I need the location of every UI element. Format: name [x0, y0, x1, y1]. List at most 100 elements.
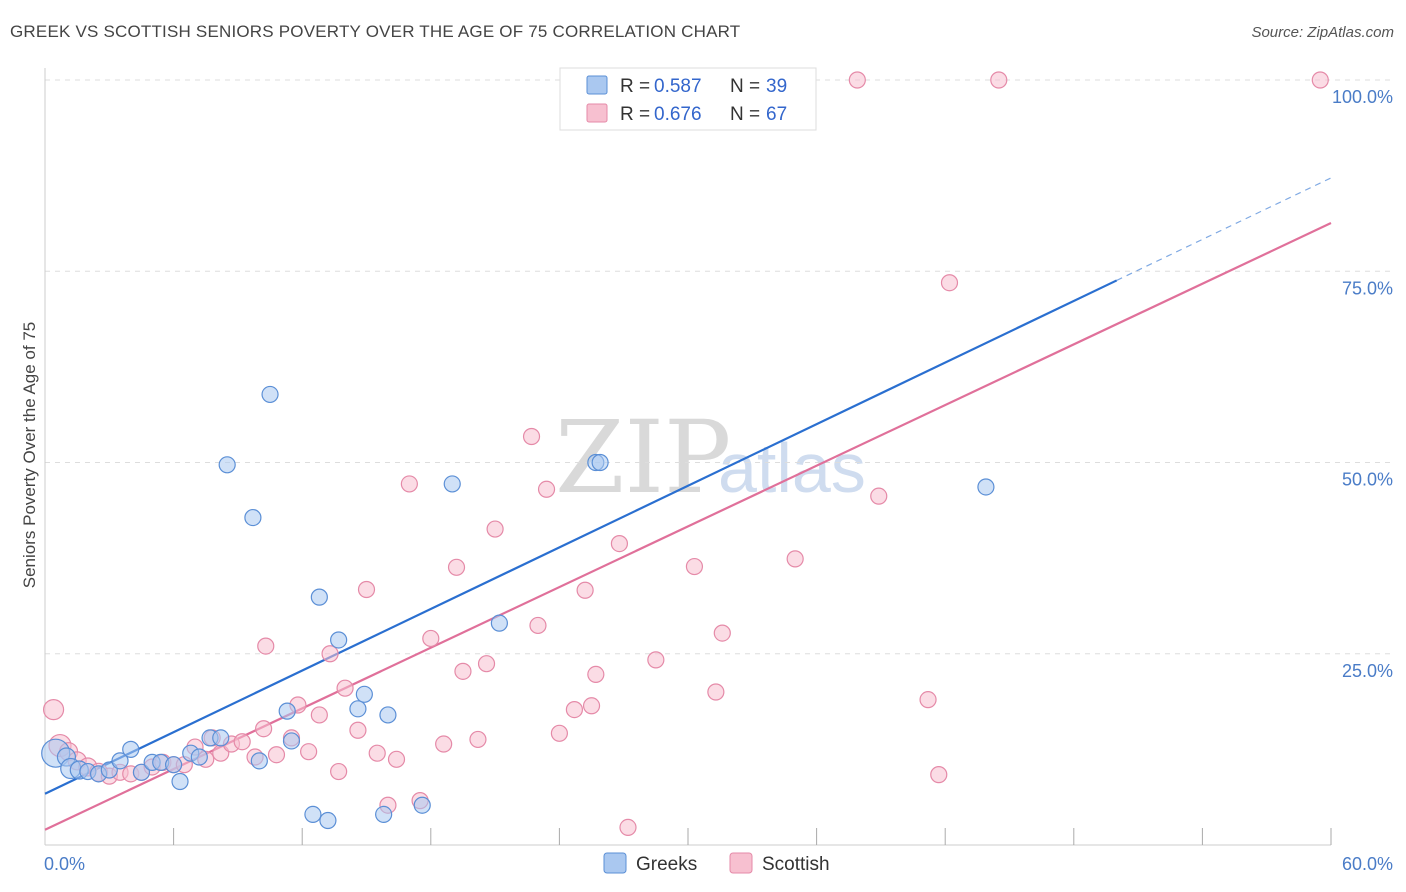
greeks-point-32: [413, 796, 431, 814]
legend-swatch-scottish: [586, 103, 608, 123]
chart-title: GREEK VS SCOTTISH SENIORS POVERTY OVER T…: [10, 22, 741, 41]
scottish-point-48: [550, 724, 569, 742]
scottish-point-52: [587, 665, 605, 684]
scottish-point-28: [321, 645, 339, 663]
scottish-point-63: [919, 691, 937, 709]
greeks-point-28: [349, 700, 367, 718]
scottish-point-39: [435, 735, 453, 753]
chart-source: Source: ZipAtlas.com: [1251, 24, 1394, 41]
greeks-point-22: [278, 702, 296, 720]
scottish-point-66: [990, 71, 1008, 89]
scottish-point-21: [255, 720, 273, 738]
legend-scottish-n-label: N =: [730, 104, 760, 125]
greeks-point-15: [190, 748, 208, 766]
scottish-point-65: [940, 274, 959, 292]
legend-scottish-r-value: 0.676: [654, 104, 702, 125]
scottish-point-40: [447, 558, 466, 576]
greeks-point-8: [122, 740, 140, 758]
legend-scottish-r-label: R =: [620, 104, 650, 125]
bottom-legend-greeks: Greeks: [636, 854, 697, 875]
legend-greeks-r-label: R =: [620, 76, 650, 97]
scottish-point-42: [469, 730, 487, 749]
watermark-zip: ZIP: [555, 399, 731, 516]
scottish-point-53: [610, 534, 629, 553]
greeks-point-33: [443, 475, 461, 493]
scottish-point-32: [357, 580, 376, 599]
scottish-point-27: [310, 706, 328, 724]
legend-greeks-n-label: N =: [730, 76, 760, 97]
legend-greeks-r-value: 0.587: [654, 76, 702, 97]
greeks-point-12: [165, 756, 183, 774]
scottish-point-49: [565, 700, 584, 719]
x-tick-label-max: 60.0%: [1342, 854, 1393, 874]
scottish-point-54: [619, 818, 637, 837]
greeks-point-7: [111, 752, 129, 770]
scottish-point-57: [707, 683, 725, 701]
scottish-point-29: [330, 762, 348, 781]
scottish-point-67: [1311, 71, 1329, 89]
scottish-point-43: [477, 655, 496, 673]
greeks-point-20: [250, 752, 268, 770]
legend-greeks-n-value: 39: [766, 76, 787, 97]
scottish-point-45: [522, 427, 541, 446]
scottish-point-55: [647, 651, 665, 669]
greeks-point-25: [310, 588, 328, 606]
scottish-point-33: [368, 744, 386, 762]
greeks-point-26: [319, 811, 337, 830]
y-tick-label-75: 75.0%: [1342, 278, 1393, 298]
scottish-point-62: [870, 487, 888, 505]
scottish-point-26: [300, 743, 318, 761]
bottom-legend-swatch-greeks: [603, 852, 627, 874]
scottish-point-60: [786, 550, 804, 568]
greeks-point-23: [282, 732, 301, 750]
scottish-point-30: [336, 679, 354, 697]
scottish-point-51: [582, 697, 601, 715]
greeks-point-30: [375, 805, 393, 824]
scottish-point-36: [400, 475, 418, 493]
scottish-point-64: [930, 766, 948, 784]
y-tick-label-100: 100.0%: [1332, 87, 1393, 107]
greeks-point-27: [330, 631, 348, 649]
scottish-point-56: [685, 557, 704, 576]
y-axis-label: Seniors Poverty Over the Age of 75: [20, 322, 39, 588]
scottish-point-0: [42, 698, 65, 721]
greeks-points: [41, 71, 995, 830]
x-tick-labels: 0.0% 60.0%: [44, 854, 1393, 874]
greeks-trend-line-extension: [1116, 177, 1332, 281]
greeks-point-24: [304, 805, 322, 824]
greeks-point-13: [171, 772, 189, 791]
greeks-point-19: [244, 508, 262, 527]
scottish-point-50: [576, 581, 594, 599]
correlation-legend: R = 0.587 N = 39 R = 0.676 N = 67: [559, 67, 817, 131]
greeks-point-17: [212, 729, 230, 747]
watermark-atlas: atlas: [718, 429, 866, 507]
greeks-point-31: [379, 706, 397, 724]
y-tick-labels: 25.0% 50.0% 75.0% 100.0%: [1332, 87, 1393, 681]
greeks-point-29: [355, 685, 373, 703]
grid-lines: [45, 79, 1395, 655]
greeks-point-18: [218, 456, 236, 474]
scottish-point-31: [349, 721, 367, 739]
greeks-point-38: [977, 478, 995, 496]
bottom-legend-swatch-scottish: [729, 852, 753, 874]
scottish-point-41: [454, 662, 472, 680]
greeks-point-21: [261, 385, 279, 404]
scottish-point-58: [713, 624, 731, 642]
scottish-point-38: [422, 629, 440, 648]
legend-swatch-greeks: [586, 75, 608, 95]
greeks-trend-line: [44, 279, 1118, 795]
scottish-point-47: [537, 480, 556, 498]
scottish-point-23: [267, 746, 286, 764]
scottish-point-46: [529, 616, 547, 635]
scottish-point-44: [486, 520, 504, 538]
greeks-point-37: [591, 453, 609, 472]
greeks-point-9: [132, 763, 151, 781]
scottish-point-61: [848, 71, 866, 89]
scottish-point-22: [257, 637, 275, 655]
y-tick-label-25: 25.0%: [1342, 661, 1393, 681]
greeks-point-34: [490, 614, 508, 632]
bottom-legend-scottish: Scottish: [762, 854, 830, 875]
scottish-point-19: [233, 733, 251, 751]
legend-scottish-n-value: 67: [766, 104, 787, 125]
